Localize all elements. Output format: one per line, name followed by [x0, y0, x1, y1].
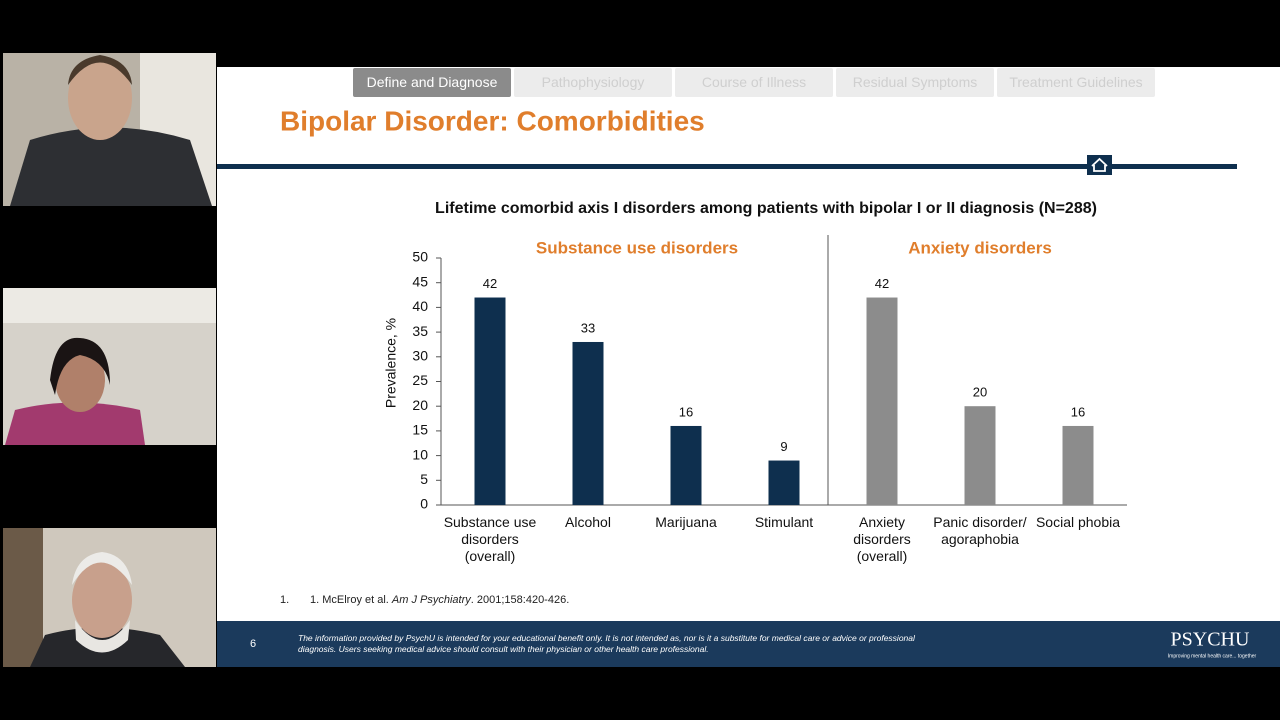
- value-label: 20: [973, 385, 987, 400]
- y-tick-label: 30: [412, 348, 428, 364]
- y-tick-label: 50: [412, 249, 428, 265]
- header-rule: [217, 164, 1237, 169]
- value-label: 42: [875, 276, 889, 291]
- bar: [670, 425, 702, 505]
- logo-tagline: Improving mental health care... together: [1168, 653, 1257, 659]
- video-panel: [3, 288, 216, 445]
- group-label: Anxiety disorders: [908, 238, 1052, 257]
- footer: [217, 621, 1280, 667]
- chart-title: Lifetime comorbid axis I disorders among…: [435, 200, 1097, 217]
- bar: [768, 460, 800, 505]
- x-tick-label: Stimulant: [754, 514, 814, 530]
- group-label: Substance use disorders: [536, 238, 738, 257]
- logo: PSYCHU: [1171, 629, 1250, 651]
- y-axis-label: Prevalence, %: [383, 318, 399, 408]
- footnote: 1. McElroy et al. Am J Psychiatry. 2001;…: [310, 594, 569, 606]
- page-number: 6: [250, 638, 256, 650]
- x-tick-label: Alcohol: [565, 514, 611, 530]
- slide-title: Bipolar Disorder: Comorbidities: [280, 105, 705, 136]
- footnote-journal: Am J Psychiatry: [391, 594, 472, 606]
- tab[interactable]: Course of Illness: [675, 68, 833, 97]
- y-tick-label: 45: [412, 273, 428, 289]
- value-label: 16: [1071, 404, 1085, 419]
- x-tick-label: Anxiety disorders (overall): [853, 514, 911, 564]
- x-tick-label: Social phobia: [1035, 514, 1121, 530]
- value-label: 33: [581, 320, 595, 335]
- video-panel: [3, 528, 216, 667]
- x-tick-label: Marijuana: [655, 514, 717, 530]
- bar: [866, 297, 898, 505]
- footnote-number: 1.: [280, 594, 289, 606]
- y-tick-label: 5: [420, 471, 428, 487]
- y-tick-label: 0: [420, 496, 428, 512]
- slide: [217, 67, 1280, 667]
- bar: [572, 341, 604, 505]
- disclaimer: The information provided by PsychU is in…: [298, 633, 915, 654]
- bar: [474, 297, 506, 505]
- x-tick-label: Substance use disorders (overall): [443, 514, 537, 564]
- footnote-citation: . 2001;158:420-426.: [471, 594, 569, 606]
- value-label: 9: [780, 439, 787, 454]
- y-tick-label: 20: [412, 397, 428, 413]
- bar: [964, 406, 996, 505]
- y-tick-label: 10: [412, 446, 428, 462]
- value-label: 42: [483, 276, 497, 291]
- bar: [1062, 425, 1094, 505]
- y-tick-label: 35: [412, 323, 428, 339]
- video-panel: [3, 53, 216, 206]
- y-tick-label: 15: [412, 422, 428, 438]
- tab[interactable]: Pathophysiology: [514, 68, 672, 97]
- home-icon[interactable]: [1087, 155, 1112, 175]
- x-tick-label: Panic disorder/ agoraphobia: [933, 514, 1027, 547]
- y-tick-label: 40: [412, 298, 428, 314]
- y-tick-label: 25: [412, 372, 428, 388]
- tab[interactable]: Treatment Guidelines: [997, 68, 1155, 97]
- tab[interactable]: Residual Symptoms: [836, 68, 994, 97]
- tab[interactable]: Define and Diagnose: [353, 68, 511, 97]
- footnote-authors: 1. McElroy et al.: [310, 594, 389, 606]
- value-label: 16: [679, 404, 693, 419]
